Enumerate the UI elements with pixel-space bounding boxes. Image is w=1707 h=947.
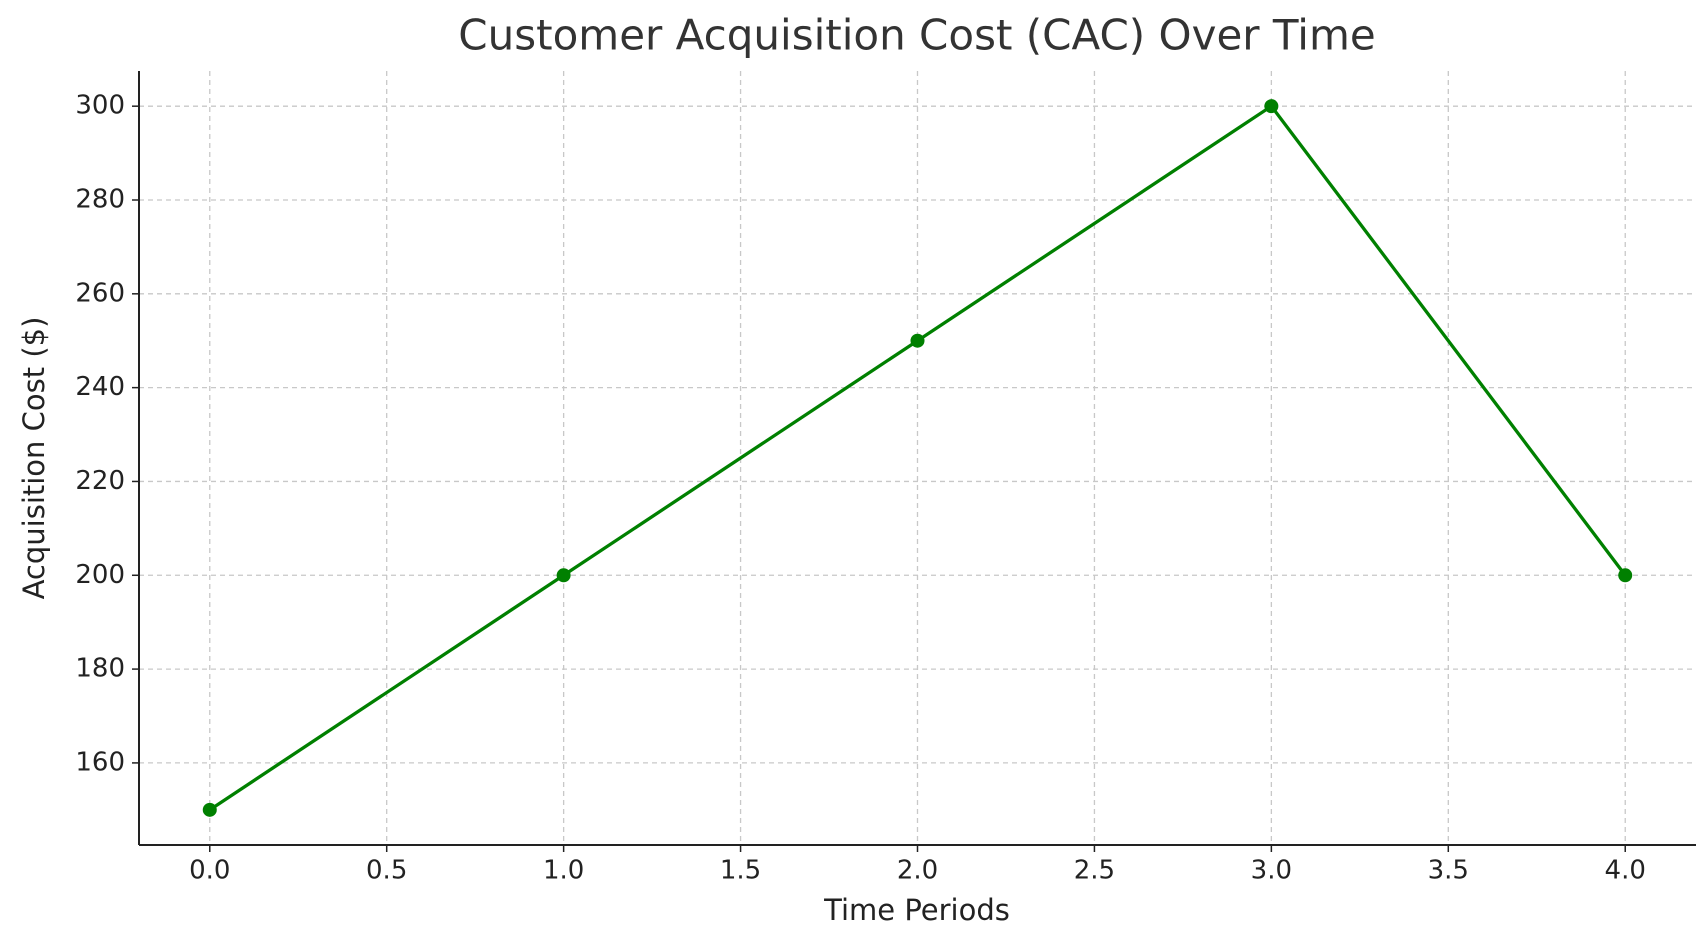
y-tick-label: 220 bbox=[75, 466, 125, 496]
x-axis-label: Time Periods bbox=[823, 893, 1010, 927]
y-tick-label: 180 bbox=[75, 654, 125, 684]
point bbox=[1264, 99, 1279, 114]
x-tick-label: 2.5 bbox=[1074, 856, 1115, 886]
y-tick-label: 260 bbox=[75, 278, 125, 308]
y-tick-label: 240 bbox=[75, 372, 125, 402]
x-tick-label: 0.0 bbox=[189, 856, 230, 886]
point bbox=[1618, 568, 1633, 583]
x-tick-label: 2.0 bbox=[897, 856, 938, 886]
y-tick-label: 200 bbox=[75, 560, 125, 590]
y-axis-label: Acquisition Cost ($) bbox=[17, 317, 51, 600]
x-tick-label: 1.5 bbox=[720, 856, 761, 886]
x-tick-label: 0.5 bbox=[366, 856, 407, 886]
point bbox=[556, 568, 571, 583]
y-tick-label: 160 bbox=[75, 747, 125, 777]
x-tick-label: 1.0 bbox=[543, 856, 584, 886]
x-tick-label: 3.0 bbox=[1251, 856, 1292, 886]
x-tick-label: 4.0 bbox=[1605, 856, 1646, 886]
y-tick-label: 300 bbox=[75, 91, 125, 121]
point bbox=[910, 333, 925, 348]
y-tick-label: 280 bbox=[75, 185, 125, 215]
chart-title: Customer Acquisition Cost (CAC) Over Tim… bbox=[458, 11, 1375, 60]
point bbox=[202, 802, 217, 817]
x-tick-label: 3.5 bbox=[1428, 856, 1469, 886]
